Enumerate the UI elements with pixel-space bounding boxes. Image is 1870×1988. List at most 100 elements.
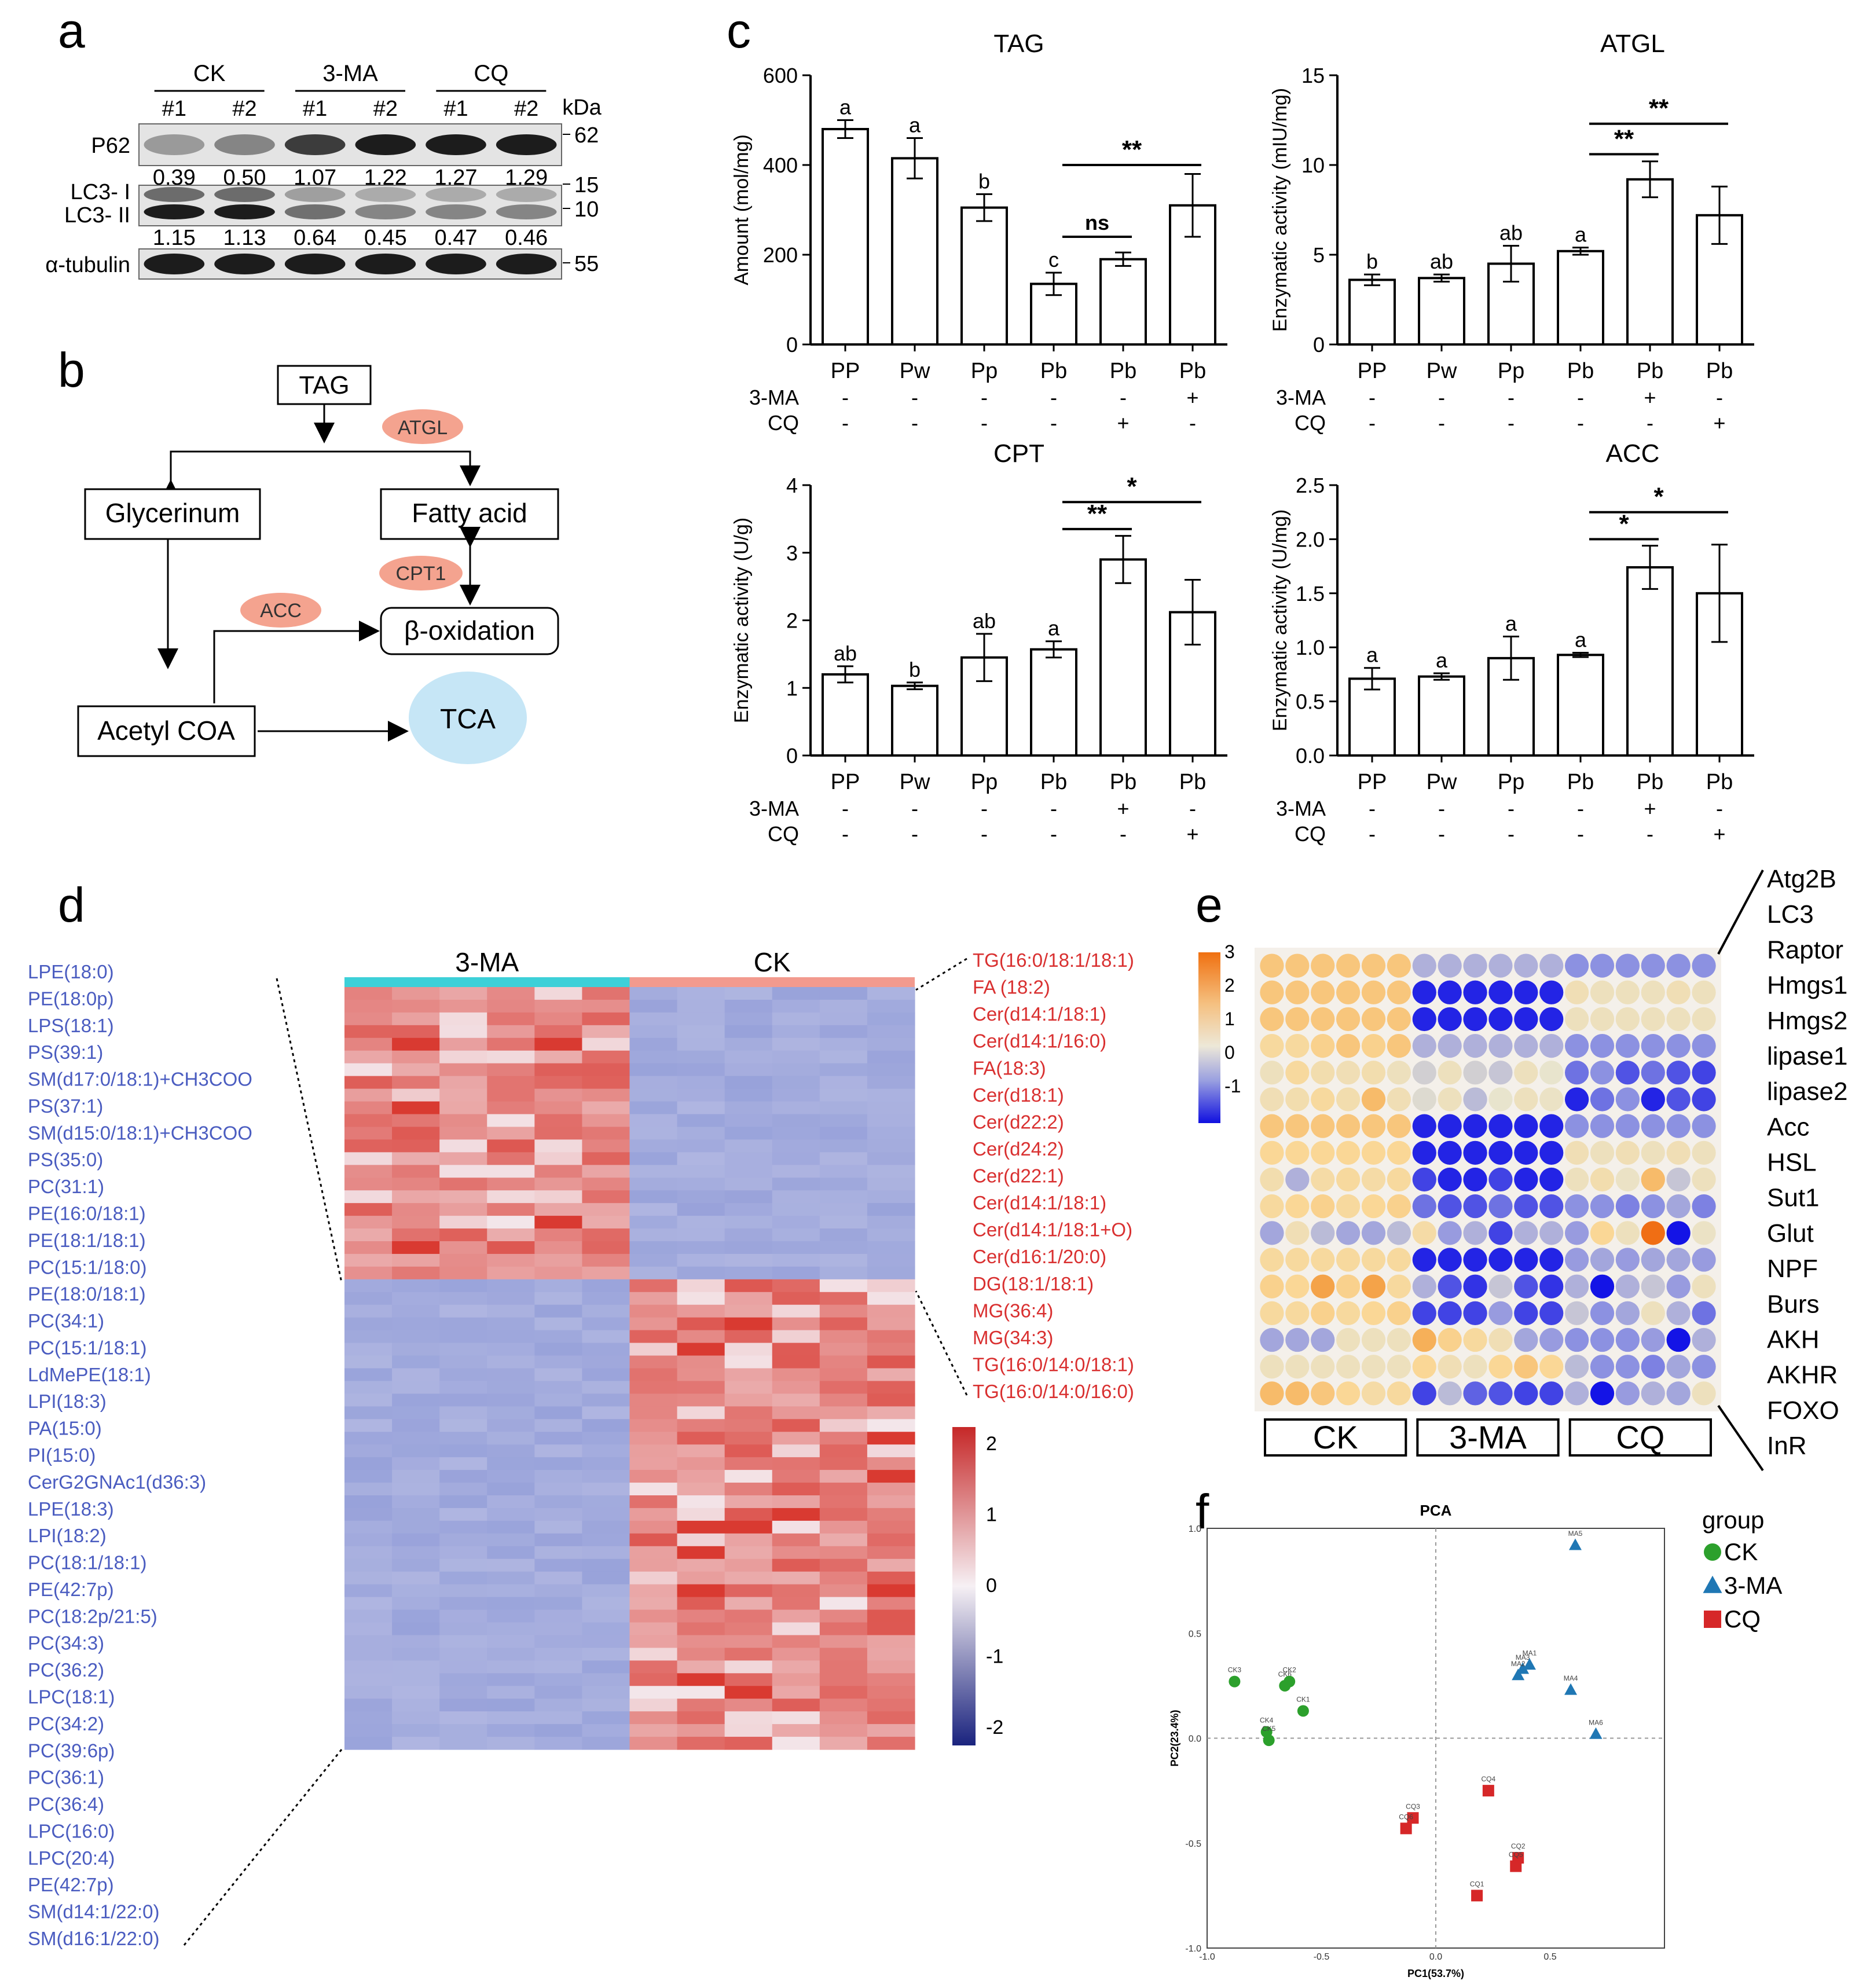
- heatmap-cell: [819, 1648, 868, 1661]
- heatmap-cell: [392, 1330, 440, 1344]
- heatmap-cell: [724, 1393, 773, 1407]
- treatment-sign: -: [1577, 386, 1584, 409]
- dot-cell: [1666, 1327, 1691, 1352]
- heatmap-cell: [819, 1190, 868, 1204]
- heatmap-cell: [867, 1711, 915, 1725]
- heatmap-cell: [582, 1483, 630, 1496]
- heatmap-cell: [582, 1101, 630, 1115]
- treatment-sign: +: [1713, 822, 1725, 846]
- heatmap-cell: [677, 1711, 725, 1725]
- heatmap-cell: [534, 1025, 583, 1039]
- heatmap-cell: [772, 1470, 820, 1483]
- dot-cell: [1285, 1221, 1310, 1245]
- heatmap-cell: [724, 1546, 773, 1560]
- dot-cell: [1692, 1061, 1716, 1085]
- dot-cell: [1539, 980, 1564, 1004]
- heatmap-cell: [487, 1483, 535, 1496]
- heatmap-group-label: CK: [754, 947, 791, 977]
- heatmap-cell: [487, 1597, 535, 1611]
- significance-label: ns: [1085, 211, 1109, 234]
- heatmap-cell: [772, 1139, 820, 1153]
- dot-cell: [1260, 1033, 1284, 1058]
- heatmap-cell: [867, 1622, 915, 1636]
- bar: [1626, 178, 1674, 346]
- heatmap-cell: [772, 1571, 820, 1585]
- heatmap-cell: [819, 1444, 868, 1458]
- heatmap-cell: [772, 1622, 820, 1636]
- heatmap-cell: [724, 1686, 773, 1699]
- heatmap-cell: [772, 1012, 820, 1026]
- heatmap-cell: [582, 1063, 630, 1077]
- heatmap-cell: [629, 1228, 678, 1242]
- dot-cell: [1641, 1167, 1665, 1192]
- dot-cell: [1285, 1381, 1310, 1406]
- blot-band: [426, 187, 486, 202]
- heatmap-cell: [344, 999, 393, 1013]
- heatmap-cell: [392, 1597, 440, 1611]
- dot-cell: [1412, 1381, 1436, 1406]
- treatment-sign: -: [1438, 386, 1445, 409]
- heatmap-cell: [582, 1317, 630, 1331]
- heatmap-cell: [772, 1648, 820, 1661]
- dot-cell: [1666, 1301, 1691, 1326]
- dot-cell: [1361, 1355, 1386, 1379]
- arrow-acetyl-betaox: [213, 621, 380, 703]
- heatmap-cell: [439, 1520, 487, 1534]
- treatment-sign: -: [1050, 797, 1057, 820]
- dot-cell: [1666, 1355, 1691, 1379]
- heatmap-cell: [392, 999, 440, 1013]
- bar: [891, 684, 938, 757]
- heatmap-cell: [439, 1660, 487, 1674]
- heatmap-group-label: 3-MA: [455, 947, 519, 977]
- heatmap-cell: [344, 1686, 393, 1699]
- heatmap-cell: [344, 1673, 393, 1686]
- heatmap-cell: [534, 1660, 583, 1674]
- heatmap-cell: [724, 1635, 773, 1648]
- dot-cell: [1615, 1355, 1640, 1379]
- y-tick-label: 600: [763, 64, 798, 87]
- heatmap-cell: [724, 1673, 773, 1686]
- heatmap-cell: [867, 1444, 915, 1458]
- dot-cell: [1692, 1327, 1716, 1352]
- heatmap-cell: [724, 1419, 773, 1432]
- heatmap-cell: [582, 1622, 630, 1636]
- heatmap-cell: [582, 1724, 630, 1737]
- heatmap-cell: [819, 1660, 868, 1674]
- dot-cell: [1463, 1381, 1487, 1406]
- heatmap-cell: [392, 1253, 440, 1267]
- heatmap-cell: [392, 1686, 440, 1699]
- x-tick-label: Pw: [900, 770, 930, 794]
- heatmap-cell: [344, 1012, 393, 1026]
- node-tca-label: TCA: [440, 704, 496, 735]
- heatmap-cell: [582, 1330, 630, 1344]
- heatmap-cell: [439, 1317, 487, 1331]
- pca-point-label: MA2: [1511, 1660, 1526, 1668]
- treatment-sign: -: [911, 797, 918, 820]
- dot-cell: [1438, 1114, 1462, 1138]
- heatmap-cell: [534, 1711, 583, 1725]
- heatmap-cell: [724, 1495, 773, 1509]
- heatmap-cell: [677, 1165, 725, 1178]
- dot-cell: [1539, 1248, 1564, 1272]
- dot-cell: [1488, 1007, 1513, 1032]
- blot-band: [284, 254, 346, 274]
- y-tick-label: 4: [786, 474, 798, 497]
- heatmap-cell: [772, 1546, 820, 1560]
- heatmap-cell: [819, 1152, 868, 1165]
- heatmap-cell: [724, 1507, 773, 1521]
- heatmap-cell: [487, 1495, 535, 1509]
- bar: [1099, 258, 1147, 346]
- scale-tick-label: 0: [1224, 1042, 1235, 1063]
- dot-cell: [1311, 1007, 1335, 1032]
- heatmap-cell: [819, 1088, 868, 1102]
- dot-cell: [1336, 1087, 1361, 1112]
- dot-cell: [1692, 1087, 1716, 1112]
- dot-cell: [1463, 980, 1487, 1004]
- dot-cell: [1615, 1167, 1640, 1192]
- treatment-sign: +: [1713, 411, 1725, 435]
- heatmap-cell: [487, 1304, 535, 1318]
- pca-point-label: MA1: [1523, 1649, 1537, 1657]
- significance-letter: b: [1366, 250, 1378, 273]
- heatmap-cell: [439, 1699, 487, 1712]
- heatmap-cell: [534, 1483, 583, 1496]
